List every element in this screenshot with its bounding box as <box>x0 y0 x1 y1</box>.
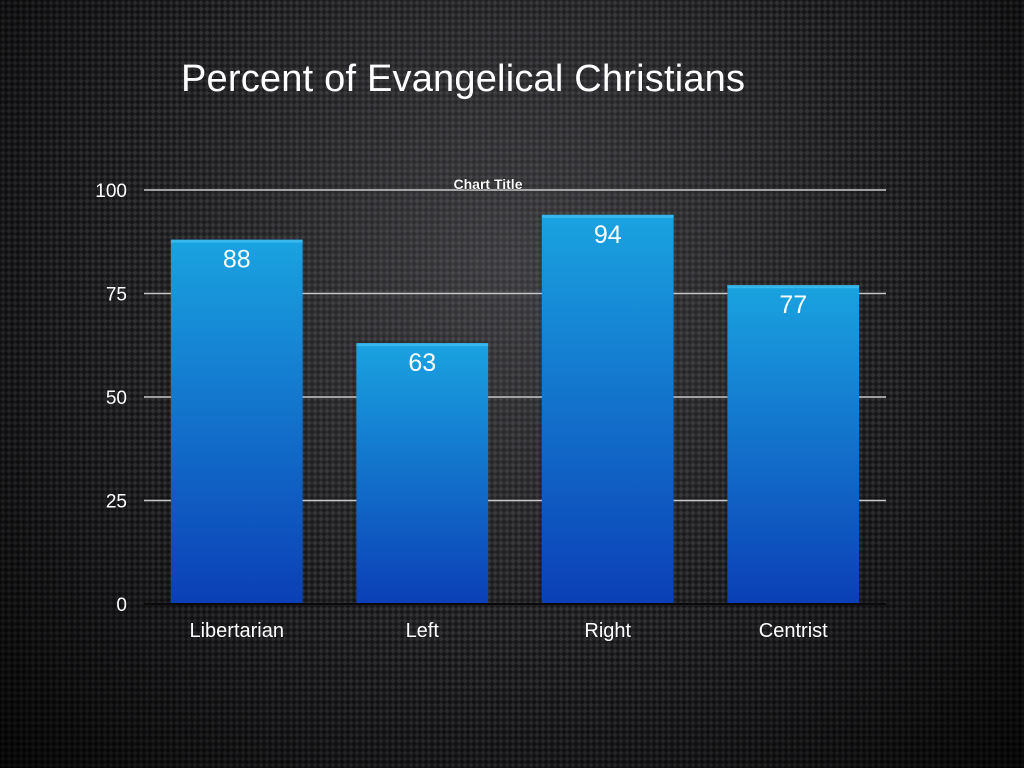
bar-highlight-centrist <box>727 285 860 289</box>
data-label-libertarian: 88 <box>223 246 251 274</box>
x-tick-label-libertarian: Libertarian <box>189 620 284 642</box>
y-tick-label-50: 50 <box>106 388 127 409</box>
bars <box>170 214 860 604</box>
bar-centrist <box>727 285 860 604</box>
data-label-left: 63 <box>408 349 436 377</box>
data-label-centrist: 77 <box>779 291 807 319</box>
bar-right <box>541 214 674 604</box>
data-label-right: 94 <box>594 221 622 249</box>
bar-highlight-right <box>541 214 674 218</box>
x-tick-label-right: Right <box>584 620 631 642</box>
slide-title: Percent of Evangelical Christians <box>181 58 746 100</box>
y-tick-label-100: 100 <box>95 181 127 202</box>
bar-highlight-libertarian <box>170 239 303 243</box>
labels: 0 25 50 75 100 88 Libertarian 63 Left 94 Right 77 Ce… <box>95 181 828 642</box>
bar-left <box>356 343 489 604</box>
chart-title: Chart Title <box>454 176 523 192</box>
y-tick-label-25: 25 <box>106 492 127 513</box>
y-tick-label-75: 75 <box>106 285 127 306</box>
x-tick-label-left: Left <box>406 620 440 642</box>
x-tick-label-centrist: Centrist <box>759 620 828 642</box>
bar-libertarian <box>170 239 303 604</box>
bar-highlight-left <box>356 343 489 347</box>
y-tick-label-0: 0 <box>116 595 127 616</box>
